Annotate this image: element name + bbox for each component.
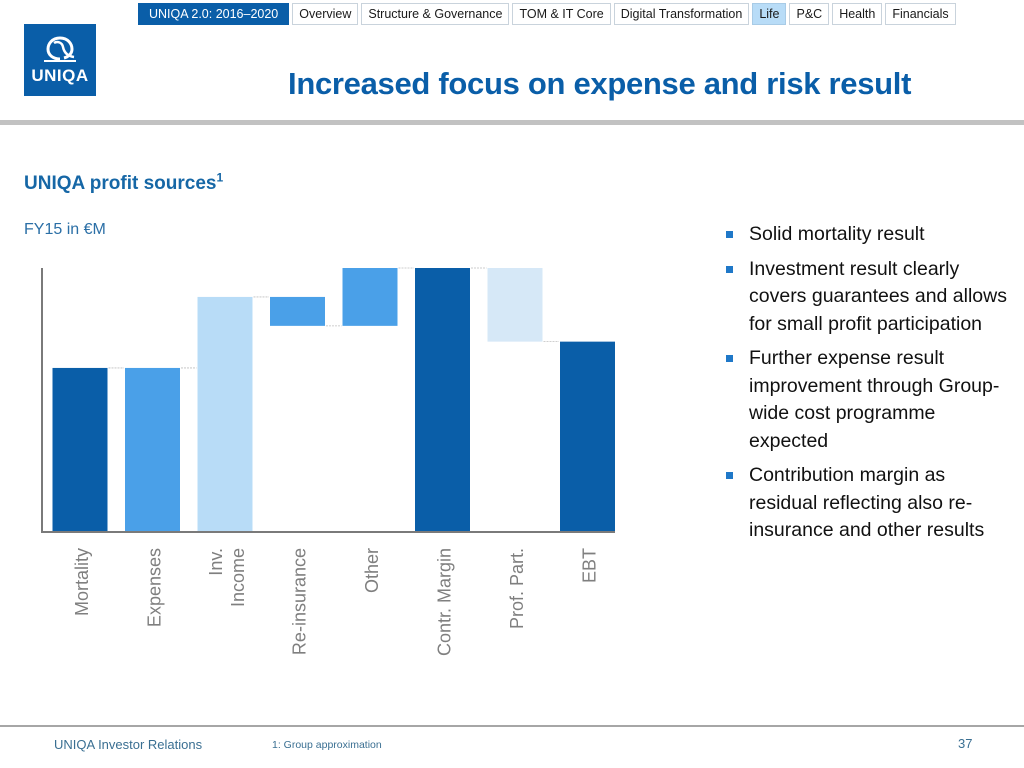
bar-mortality	[52, 367, 108, 531]
category-label: Expenses	[145, 548, 165, 627]
bar-ebt	[560, 341, 615, 531]
bar-expenses	[125, 367, 180, 531]
bar-re-insurance	[270, 296, 325, 326]
category-label: Mortality	[72, 548, 92, 616]
bullet-item: Contribution margin as residual reflecti…	[724, 462, 1014, 545]
bullet-item: Further expense result improvement throu…	[724, 345, 1014, 455]
category-label: EBT	[580, 548, 600, 583]
footer-company: UNIQA Investor Relations	[54, 737, 203, 752]
nav-tab-financials[interactable]: Financials	[885, 3, 956, 25]
category-label-text: Prof. Part.	[507, 548, 527, 629]
top-navigation: UNIQA 2.0: 2016–2020 Overview Structure …	[138, 3, 956, 25]
bullet-text: Further expense result improvement throu…	[749, 347, 1000, 452]
bullet-item: Investment result clearly covers guarant…	[724, 256, 1014, 339]
bar-other	[342, 268, 398, 326]
category-label-text: Contr. Margin	[435, 548, 455, 656]
square-bullet-icon	[726, 231, 733, 238]
page-title: Increased focus on expense and risk resu…	[288, 66, 912, 101]
bullet-list: Solid mortality result Investment result…	[724, 221, 1014, 552]
square-bullet-icon	[726, 265, 733, 273]
bar-contr-margin	[415, 268, 470, 531]
category-label-text: Expenses	[145, 548, 165, 627]
footnote: 1: Group approximation	[272, 739, 382, 751]
category-label: Inv. Income	[206, 548, 248, 607]
category-label: Contr. Margin	[435, 548, 455, 656]
bullet-text: Investment result clearly covers guarant…	[749, 257, 1007, 335]
bullet-text: Solid mortality result	[749, 223, 925, 245]
category-label-text: Other	[362, 548, 382, 593]
nav-tab-digital-transformation[interactable]: Digital Transformation	[613, 3, 750, 25]
bar-inv-income	[197, 296, 253, 531]
nav-tab-overview[interactable]: Overview	[292, 3, 359, 25]
chart-title-text: UNIQA profit sources	[24, 173, 217, 194]
nav-tab-health[interactable]: Health	[832, 3, 883, 25]
category-label-text: Mortality	[72, 548, 92, 616]
uniqa-logo-icon	[44, 36, 76, 62]
category-label-text: Income	[228, 548, 248, 607]
bullet-item: Solid mortality result	[724, 221, 1014, 249]
nav-tab-life[interactable]: Life	[752, 3, 787, 25]
square-bullet-icon	[726, 472, 733, 479]
chart-unit-label: FY15 in €M	[24, 221, 106, 238]
category-label: Other	[362, 548, 382, 593]
bar-prof-part	[487, 268, 543, 342]
logo-text: UNIQA	[31, 65, 89, 85]
footer-divider	[0, 725, 1024, 727]
category-label-text: Re-insurance	[290, 548, 310, 655]
nav-tab-uniqa-2-0[interactable]: UNIQA 2.0: 2016–2020	[138, 3, 290, 25]
category-label-text: EBT	[580, 548, 600, 583]
page-number: 37	[958, 736, 973, 751]
category-label-text: Inv.	[206, 548, 226, 576]
bullet-text: Contribution margin as residual reflecti…	[749, 464, 985, 541]
nav-tab-tom-it-core[interactable]: TOM & IT Core	[512, 3, 611, 25]
uniqa-logo: UNIQA	[24, 24, 96, 96]
nav-tab-pc[interactable]: P&C	[789, 3, 830, 25]
category-label: Re-insurance	[290, 548, 310, 655]
category-label: Prof. Part.	[507, 548, 527, 629]
footnote-marker: 1	[216, 170, 224, 185]
chart-title: UNIQA profit sources1	[24, 170, 224, 195]
header-divider	[0, 120, 1024, 125]
nav-tab-structure-governance[interactable]: Structure & Governance	[361, 3, 510, 25]
square-bullet-icon	[726, 355, 733, 362]
